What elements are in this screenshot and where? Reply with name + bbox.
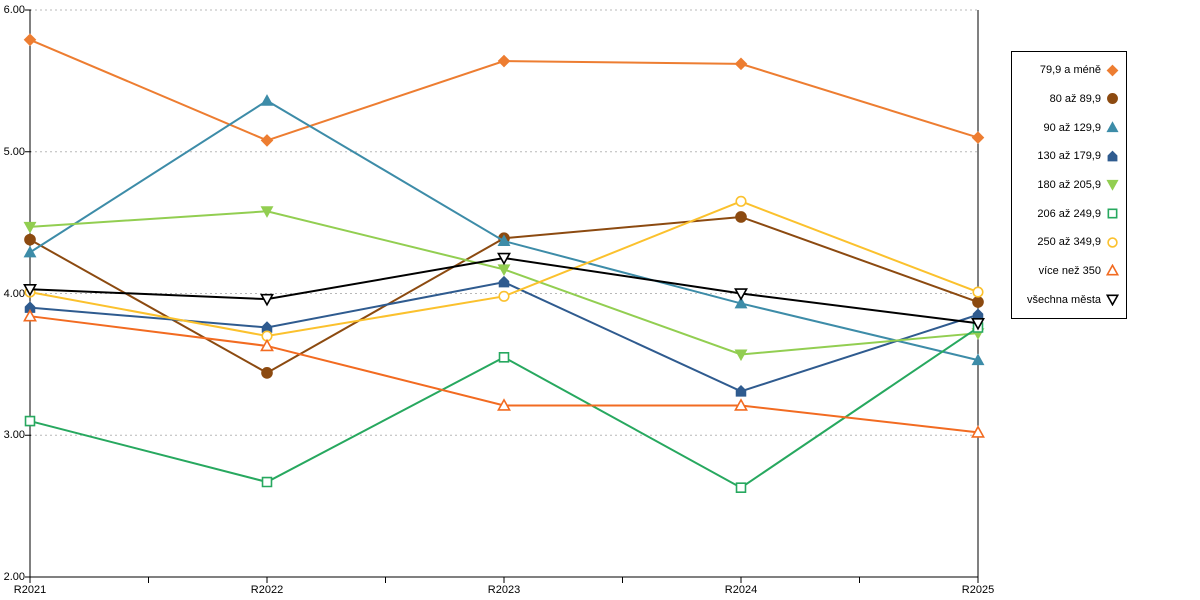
triangle-up-marker-icon (23, 308, 37, 322)
triangle-up-marker-icon (23, 245, 37, 258)
x-tick-label: R2024 (724, 584, 758, 596)
square-marker-icon (498, 352, 510, 363)
legend-item-label: více než 350 (1038, 264, 1101, 277)
triangle-up-marker-icon (971, 353, 985, 366)
triangle-down-marker-icon (23, 283, 37, 297)
triangle-down-marker-icon (971, 317, 985, 331)
pentagon-marker-icon (24, 301, 36, 313)
diamond-marker-icon (1106, 64, 1119, 77)
legend-marker (1107, 208, 1118, 219)
legend-item-5: 180 až 205,9 (1012, 178, 1126, 192)
legend-item-label: 206 až 249,9 (1037, 207, 1101, 220)
triangle-down-marker-icon (734, 349, 748, 362)
triangle-down-marker-icon (1106, 180, 1119, 192)
triangle-up-marker-icon (1106, 264, 1119, 276)
x-tick-label: R2021 (13, 584, 47, 596)
diamond-marker-icon (260, 134, 274, 147)
legend-marker (1106, 264, 1119, 276)
triangle-down-marker-icon (260, 293, 274, 307)
x-tick-label: R2023 (487, 584, 521, 596)
triangle-up-marker-icon (260, 94, 274, 106)
circle-marker-icon (24, 233, 36, 246)
series-line-3 (29, 99, 979, 362)
x-tick-label: R2025 (961, 584, 995, 596)
legend-marker (1106, 121, 1119, 133)
pentagon-marker-icon (735, 385, 747, 397)
legend-marker (1106, 180, 1119, 192)
triangle-up-marker-icon (734, 296, 748, 309)
y-tick-label: 4.00 (3, 287, 25, 300)
x-tick-label: R2022 (250, 584, 284, 596)
y-tick-label: 6.00 (3, 4, 25, 16)
pentagon-marker-icon (972, 308, 984, 321)
legend-item-2: 80 až 89,9 (1012, 92, 1126, 105)
legend-item-label: všechna města (1027, 293, 1101, 306)
legend-item-4: 130 až 179,9 (1012, 150, 1126, 163)
line-chart-plot (23, 9, 985, 583)
triangle-up-marker-icon (497, 234, 511, 247)
triangle-up-marker-icon (971, 425, 985, 438)
y-tick-label: 2.00 (3, 571, 25, 583)
legend-item-1: 79,9 a méně (1012, 64, 1126, 77)
triangle-up-marker-icon (734, 398, 748, 411)
legend-item-label: 90 až 129,9 (1043, 121, 1102, 134)
legend-marker (1107, 150, 1118, 162)
circle-marker-icon (261, 367, 273, 379)
legend-item-label: 79,9 a méně (1039, 64, 1101, 77)
legend-item-7: 250 až 349,9 (1012, 236, 1126, 249)
triangle-up-marker-icon (497, 398, 511, 411)
triangle-up-marker-icon (260, 338, 274, 352)
series-line-8 (29, 315, 979, 434)
circle-marker-icon (972, 296, 984, 308)
y-tick-label: 3.00 (3, 429, 25, 442)
triangle-up-marker-icon (1106, 121, 1119, 133)
circle-marker-icon (498, 290, 510, 302)
legend-item-9: všechna města (1012, 293, 1126, 307)
diamond-marker-icon (734, 57, 748, 71)
circle-marker-icon (735, 211, 747, 223)
square-marker-icon (1107, 208, 1118, 219)
square-marker-icon (24, 415, 36, 427)
legend-item-6: 206 až 249,9 (1012, 207, 1126, 220)
legend-marker (1106, 294, 1119, 307)
legend-item-label: 130 až 179,9 (1037, 150, 1101, 163)
legend-item-label: 250 až 349,9 (1037, 236, 1101, 249)
circle-marker-icon (1107, 237, 1118, 248)
diamond-marker-icon (971, 131, 985, 144)
square-marker-icon (261, 476, 273, 488)
legend-marker (1107, 237, 1118, 248)
diamond-marker-icon (497, 54, 511, 68)
y-tick-label: 5.00 (3, 145, 25, 158)
circle-marker-icon (735, 195, 747, 207)
legend-marker (1107, 93, 1118, 105)
triangle-down-marker-icon (23, 221, 37, 234)
triangle-down-marker-icon (260, 206, 274, 218)
triangle-down-marker-icon (1106, 294, 1119, 307)
diamond-marker-icon (23, 33, 37, 47)
circle-marker-icon (972, 286, 984, 298)
circle-marker-icon (1107, 93, 1118, 105)
legend-item-label: 80 až 89,9 (1049, 92, 1101, 105)
triangle-down-marker-icon (497, 252, 511, 266)
triangle-down-marker-icon (734, 288, 748, 301)
legend-item-8: více než 350 (1012, 264, 1126, 277)
legend-item-3: 90 až 129,9 (1012, 121, 1126, 134)
square-marker-icon (735, 482, 747, 493)
pentagon-marker-icon (1107, 150, 1118, 162)
pentagon-marker-icon (498, 275, 510, 288)
legend: 79,9 a méně 80 až 89,9 90 až 129,9 130 až 1… (1011, 51, 1127, 319)
legend-item-label: 180 až 205,9 (1037, 178, 1101, 191)
legend-marker (1106, 64, 1119, 77)
